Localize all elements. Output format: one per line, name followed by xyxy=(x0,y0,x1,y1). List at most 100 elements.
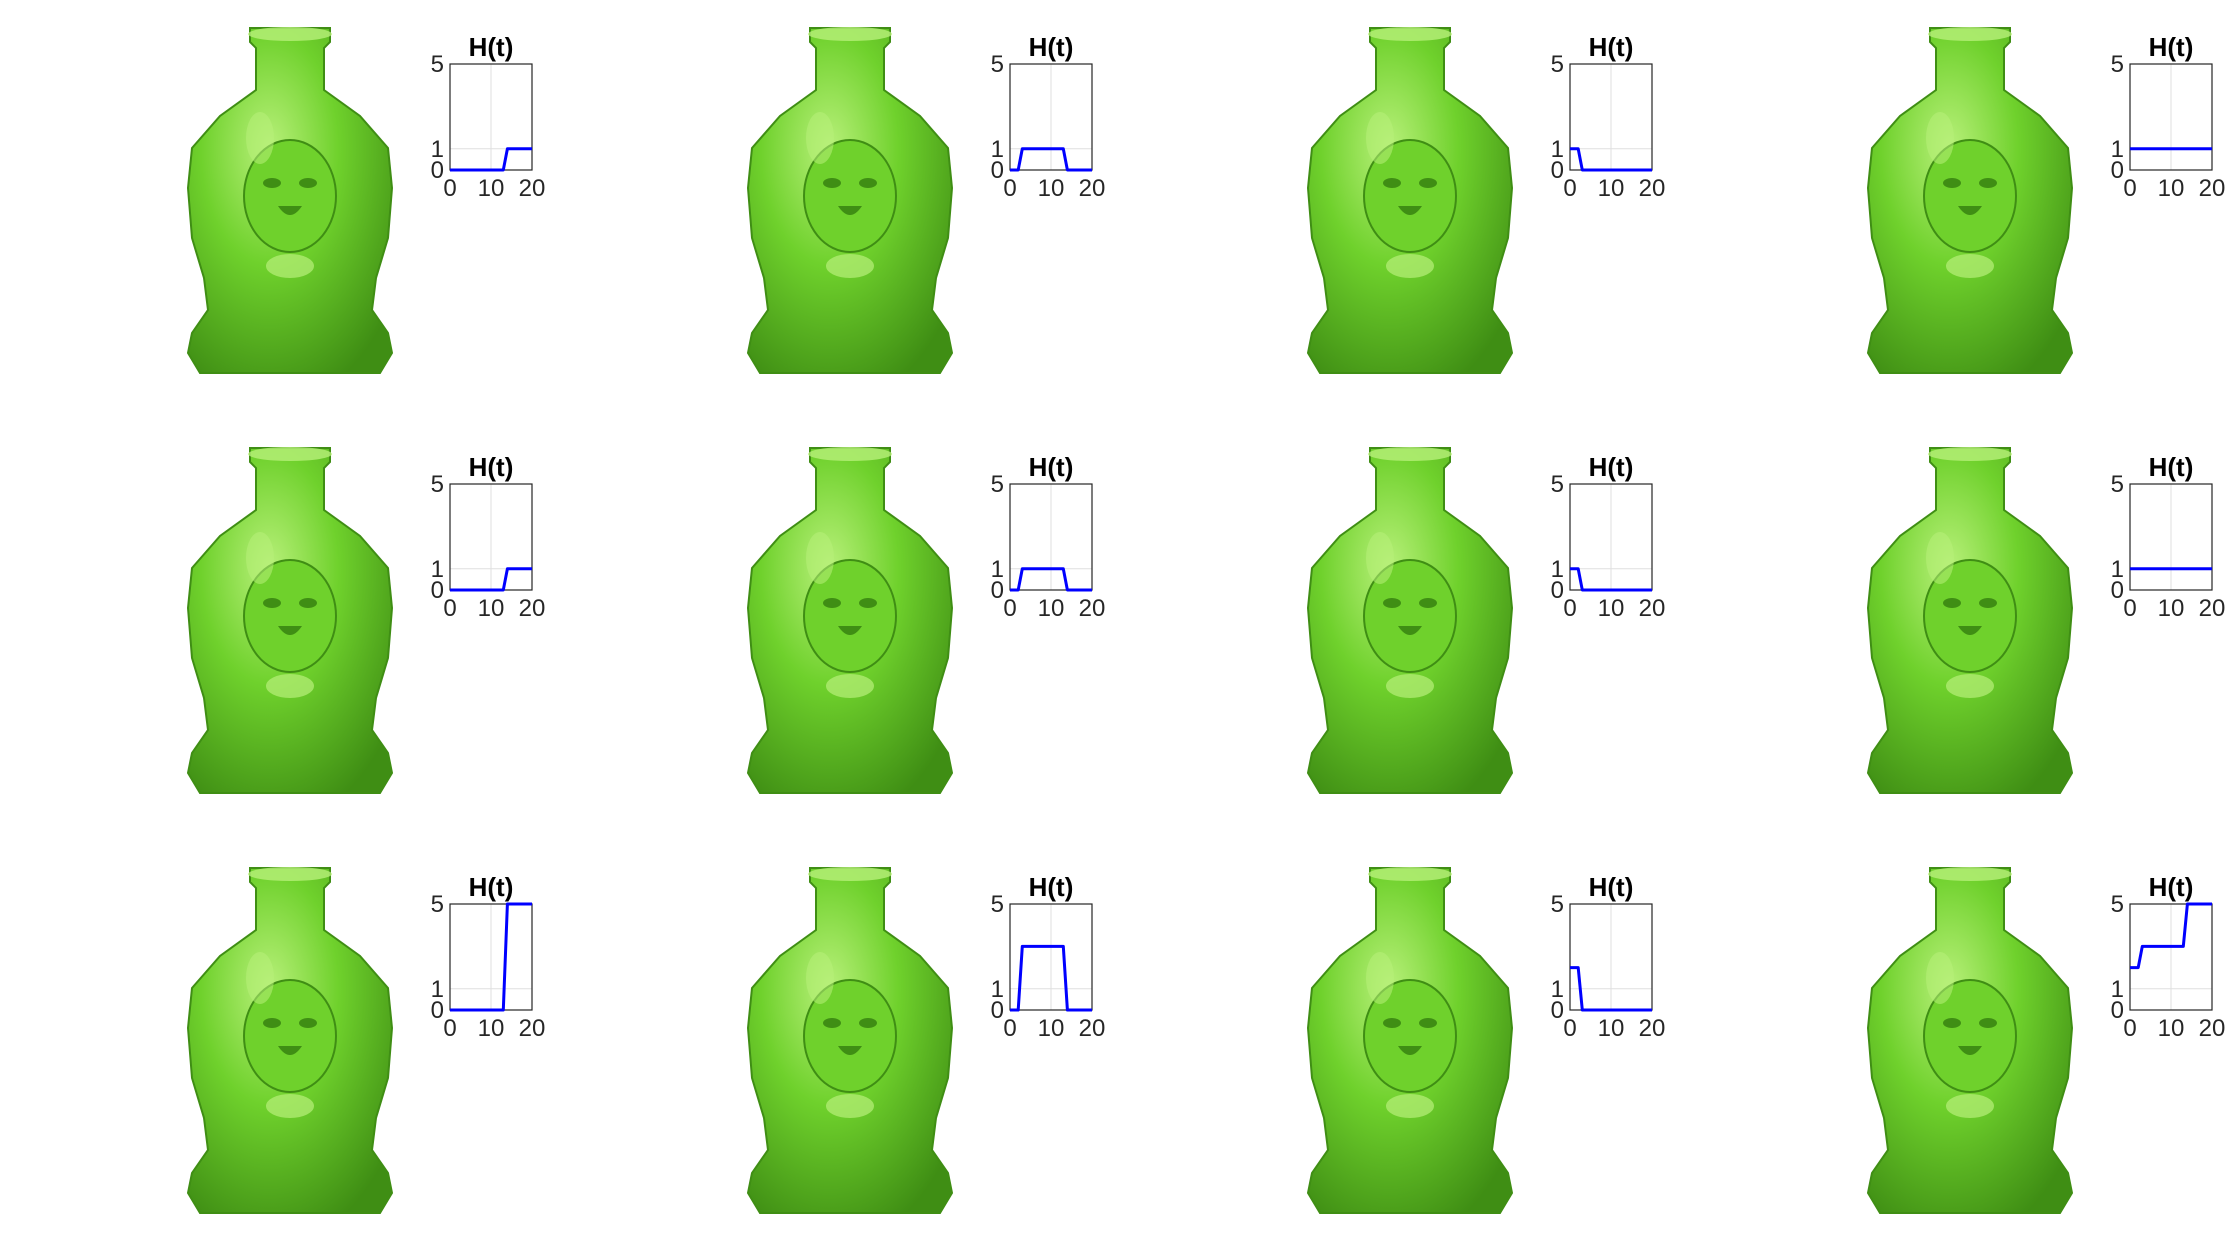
vase-model-image xyxy=(1866,27,2074,374)
x-tick-label: 0 xyxy=(1003,175,1016,202)
x-tick-label: 20 xyxy=(519,175,546,202)
lion-eye-right xyxy=(1419,598,1437,608)
vase-model-image xyxy=(186,27,394,374)
x-tick-label: 20 xyxy=(519,1015,546,1042)
x-tick-label: 10 xyxy=(478,595,505,622)
series-line xyxy=(1010,147,1092,172)
vase-rim xyxy=(1928,867,2012,881)
lion-eye-right xyxy=(299,598,317,608)
lion-mouth xyxy=(266,254,314,278)
y-tick-label: 5 xyxy=(431,51,444,78)
series-line xyxy=(1570,147,1652,172)
y-tick-label: 1 xyxy=(431,556,444,583)
vase-model-image xyxy=(746,447,954,794)
x-tick-label: 20 xyxy=(2199,1015,2226,1042)
x-tick-label: 20 xyxy=(2199,175,2226,202)
lion-mouth xyxy=(1386,674,1434,698)
x-tick-label: 0 xyxy=(1563,595,1576,622)
plot-frame xyxy=(1009,483,1093,591)
y-tick-label: 0 xyxy=(1551,577,1564,604)
x-tick-label: 0 xyxy=(1003,1015,1016,1042)
vase-highlight xyxy=(1926,112,1954,164)
lion-eye-left xyxy=(1383,1018,1401,1028)
lion-eye-left xyxy=(1943,178,1961,188)
plot-frame xyxy=(2129,63,2213,171)
y-tick-label: 5 xyxy=(1551,891,1564,918)
series-line xyxy=(1010,567,1092,592)
plot-title: H(t) xyxy=(1589,32,1634,62)
vase-highlight xyxy=(246,112,274,164)
vase-model-image xyxy=(186,867,394,1214)
lion-eye-left xyxy=(1383,598,1401,608)
lion-face xyxy=(1363,139,1457,253)
x-tick-label: 0 xyxy=(443,1015,456,1042)
plot-title: H(t) xyxy=(1589,452,1634,482)
plot-title: H(t) xyxy=(469,452,514,482)
vase-rim xyxy=(1928,27,2012,41)
lion-face xyxy=(1923,979,2017,1093)
vase-model-image xyxy=(186,447,394,794)
lion-mouth xyxy=(826,254,874,278)
lion-mouth xyxy=(266,674,314,698)
plot-frame xyxy=(1009,903,1093,1011)
lion-face xyxy=(1363,979,1457,1093)
x-tick-label: 20 xyxy=(1079,1015,1106,1042)
y-tick-label: 5 xyxy=(991,51,1004,78)
vase-highlight xyxy=(806,112,834,164)
y-tick-label: 5 xyxy=(1551,471,1564,498)
x-tick-label: 20 xyxy=(1639,595,1666,622)
plot-title: H(t) xyxy=(469,872,514,902)
vase-highlight xyxy=(246,952,274,1004)
vase-model-image xyxy=(1866,447,2074,794)
y-tick-label: 1 xyxy=(2111,136,2124,163)
lion-eye-left xyxy=(263,1018,281,1028)
lion-nose xyxy=(278,626,302,635)
lion-nose xyxy=(1398,206,1422,215)
lion-eye-left xyxy=(263,598,281,608)
lion-eye-left xyxy=(1943,598,1961,608)
y-tick-label: 1 xyxy=(431,136,444,163)
vase-model-image xyxy=(1306,867,1514,1214)
lion-mouth xyxy=(1386,254,1434,278)
plot-frame xyxy=(2129,483,2213,591)
x-tick-label: 20 xyxy=(1639,175,1666,202)
x-tick-label: 10 xyxy=(1038,175,1065,202)
y-tick-label: 1 xyxy=(1551,136,1564,163)
lion-eye-right xyxy=(1419,178,1437,188)
lion-nose xyxy=(278,206,302,215)
lion-nose xyxy=(1398,1046,1422,1055)
lion-nose xyxy=(1958,1046,1982,1055)
x-tick-label: 10 xyxy=(2158,175,2185,202)
lion-mouth xyxy=(266,1094,314,1118)
x-tick-label: 10 xyxy=(2158,595,2185,622)
x-tick-label: 0 xyxy=(2123,595,2136,622)
y-tick-label: 0 xyxy=(2111,577,2124,604)
y-tick-label: 5 xyxy=(2111,471,2124,498)
y-tick-label: 0 xyxy=(991,577,1004,604)
x-tick-label: 10 xyxy=(1038,595,1065,622)
x-tick-label: 20 xyxy=(519,595,546,622)
y-tick-label: 0 xyxy=(1551,997,1564,1024)
x-tick-label: 10 xyxy=(1038,1015,1065,1042)
y-tick-label: 5 xyxy=(991,891,1004,918)
lion-face xyxy=(1923,559,2017,673)
x-tick-label: 10 xyxy=(1598,595,1625,622)
y-tick-label: 1 xyxy=(1551,556,1564,583)
y-tick-label: 5 xyxy=(2111,891,2124,918)
x-tick-label: 20 xyxy=(1079,595,1106,622)
lion-eye-left xyxy=(1383,178,1401,188)
vase-rim xyxy=(248,447,332,461)
